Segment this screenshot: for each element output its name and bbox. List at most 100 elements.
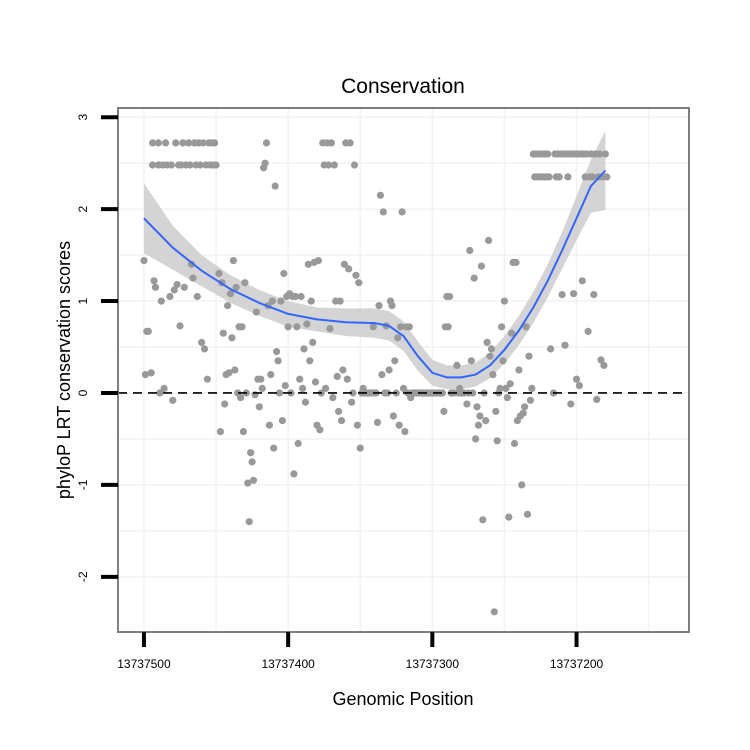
data-point [526, 396, 535, 404]
data-point [339, 366, 347, 374]
data-point [522, 323, 530, 331]
x-tick-label: 13737400 [261, 657, 315, 671]
data-point [293, 323, 301, 331]
data-point [345, 265, 353, 273]
data-point [561, 341, 569, 349]
x-tick-label: 13737500 [117, 657, 171, 671]
data-point [166, 292, 174, 301]
data-point [327, 139, 335, 147]
x-axis-label: Genomic Position [332, 689, 473, 709]
data-point [385, 366, 393, 374]
data-point [333, 372, 341, 380]
data-point [558, 291, 566, 299]
data-point [590, 291, 598, 299]
data-point [337, 417, 346, 425]
data-point [487, 345, 496, 353]
x-tick-label: 13737300 [406, 657, 460, 671]
y-tick-label: 1 [76, 297, 90, 304]
data-point [160, 384, 168, 392]
data-point [314, 257, 322, 265]
data-point [271, 182, 279, 190]
data-point [274, 357, 282, 365]
data-point [169, 396, 177, 404]
data-point [306, 357, 314, 365]
data-point [179, 139, 187, 147]
data-point [232, 283, 240, 291]
data-point [584, 327, 592, 335]
data-point [575, 382, 584, 390]
data-point [187, 260, 196, 268]
data-point [470, 274, 478, 282]
data-point [472, 435, 480, 443]
data-point [335, 407, 343, 415]
data-point [193, 292, 201, 301]
data-point [258, 384, 266, 392]
data-point [307, 297, 315, 305]
data-point [508, 329, 516, 337]
smooth-curve-layer [143, 169, 607, 379]
data-point [275, 389, 284, 397]
data-point [479, 516, 487, 524]
data-point [438, 389, 446, 397]
confidence-band-layer [144, 131, 606, 390]
data-point [245, 518, 253, 526]
data-point [237, 394, 245, 402]
data-point [261, 159, 269, 167]
chart-title: Conservation [341, 75, 465, 98]
data-point [379, 208, 387, 216]
data-point [167, 161, 175, 169]
data-point [244, 479, 252, 487]
data-point [498, 323, 506, 331]
data-point [588, 173, 597, 181]
data-point [226, 290, 235, 298]
data-point [355, 279, 363, 287]
y-tick-label: 0 [76, 389, 90, 396]
data-point [401, 428, 409, 436]
data-point [485, 236, 493, 244]
data-point [375, 302, 383, 310]
y-tick-label: -1 [76, 479, 90, 490]
data-point [297, 292, 305, 301]
data-point [453, 361, 461, 369]
data-point [547, 345, 555, 353]
data-point [199, 139, 207, 147]
data-point [149, 139, 157, 147]
data-point [180, 283, 188, 291]
data-point [384, 389, 392, 397]
x-axis: 13737500 13737400 13737300 13737200 [117, 632, 604, 671]
data-point [140, 257, 148, 265]
data-point [212, 161, 220, 169]
data-point [330, 161, 338, 169]
data-point [228, 334, 236, 342]
data-point [225, 369, 233, 377]
data-point [499, 357, 507, 365]
data-point [603, 173, 611, 181]
data-point [544, 150, 552, 158]
plot-panel-border [117, 107, 690, 633]
data-point [483, 338, 491, 346]
data-point [466, 246, 474, 255]
data-point [249, 476, 258, 484]
data-point [219, 329, 227, 337]
data-point [229, 257, 237, 265]
data-point [296, 375, 304, 383]
data-point [309, 338, 317, 346]
data-point [231, 366, 239, 374]
data-point [601, 150, 610, 158]
confidence-band [144, 131, 606, 390]
data-point [196, 161, 204, 169]
data-point [502, 384, 510, 392]
data-point [265, 421, 273, 429]
data-point [247, 449, 255, 457]
data-point [528, 384, 536, 392]
data-point [238, 323, 246, 331]
data-point [348, 398, 356, 406]
data-point [572, 375, 581, 383]
data-point [350, 161, 359, 169]
data-point [467, 357, 475, 365]
data-point [200, 345, 209, 353]
data-point [496, 384, 504, 392]
data-point [203, 375, 211, 383]
data-point [378, 371, 386, 379]
